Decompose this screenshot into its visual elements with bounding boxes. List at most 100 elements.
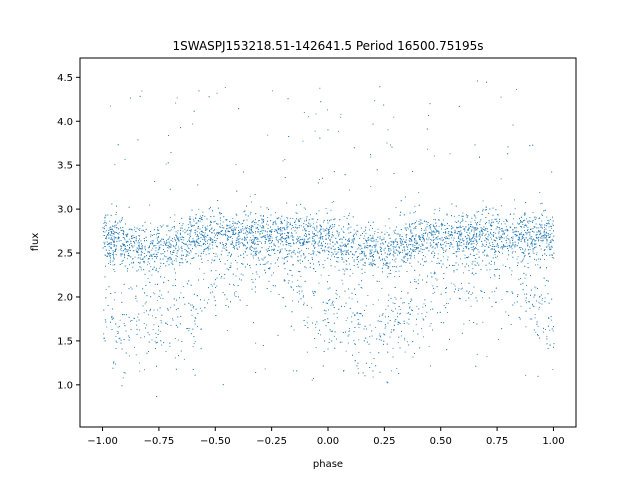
data-point xyxy=(146,324,148,326)
data-point xyxy=(541,299,543,301)
data-point xyxy=(490,277,491,279)
data-point xyxy=(490,225,491,226)
data-point xyxy=(246,239,247,241)
data-point xyxy=(333,219,335,221)
data-point xyxy=(331,234,333,235)
data-point xyxy=(137,316,139,318)
data-point xyxy=(132,234,134,236)
data-point xyxy=(440,243,442,245)
data-point xyxy=(496,245,498,247)
data-point xyxy=(245,229,247,231)
data-point xyxy=(150,236,152,238)
data-point xyxy=(409,226,411,227)
data-point xyxy=(336,294,338,296)
data-point xyxy=(148,334,150,336)
data-point xyxy=(194,374,196,376)
data-point xyxy=(420,236,422,238)
data-point xyxy=(211,262,212,264)
data-point xyxy=(254,254,256,256)
data-point xyxy=(313,378,314,379)
data-point xyxy=(138,262,140,263)
data-point xyxy=(553,343,555,345)
data-point xyxy=(262,229,264,231)
data-point xyxy=(495,240,497,242)
data-point xyxy=(196,295,198,296)
data-point xyxy=(310,225,311,227)
data-point xyxy=(319,229,321,231)
data-point xyxy=(552,369,554,370)
data-point xyxy=(211,285,213,287)
data-point xyxy=(486,81,487,83)
data-point xyxy=(156,234,157,236)
data-point xyxy=(158,247,160,249)
data-point xyxy=(220,219,222,221)
data-point xyxy=(106,222,107,224)
data-point xyxy=(183,243,185,245)
data-point xyxy=(524,240,525,242)
data-point xyxy=(495,218,497,220)
data-point xyxy=(117,144,119,146)
data-point xyxy=(494,269,496,270)
data-point xyxy=(116,245,118,247)
data-point xyxy=(367,247,369,249)
data-point xyxy=(125,240,127,242)
data-point xyxy=(113,257,115,259)
data-point xyxy=(331,340,333,342)
data-point xyxy=(242,227,244,229)
data-point xyxy=(180,234,181,236)
data-point xyxy=(255,237,256,238)
data-point xyxy=(543,229,545,231)
data-point xyxy=(518,279,520,281)
data-point xyxy=(203,272,205,274)
data-point xyxy=(255,238,257,239)
data-point xyxy=(312,232,314,234)
data-point xyxy=(489,233,491,234)
data-point xyxy=(123,231,125,233)
data-point xyxy=(505,236,507,238)
data-point xyxy=(315,254,317,256)
data-point xyxy=(454,231,456,233)
data-point xyxy=(446,303,447,304)
data-point xyxy=(202,211,204,213)
data-point xyxy=(219,213,221,215)
data-point xyxy=(132,250,134,252)
data-point xyxy=(156,309,158,311)
data-point xyxy=(228,231,230,232)
data-point xyxy=(202,219,203,221)
data-point xyxy=(302,229,304,231)
data-point xyxy=(377,266,379,268)
data-point xyxy=(446,243,448,244)
data-point xyxy=(468,320,470,321)
data-point xyxy=(422,244,423,246)
data-point xyxy=(549,248,550,250)
data-point xyxy=(353,261,355,263)
data-point xyxy=(522,238,524,240)
data-point xyxy=(451,234,453,236)
data-point xyxy=(105,321,107,323)
data-point xyxy=(502,252,503,254)
data-point xyxy=(513,302,515,304)
data-point xyxy=(551,239,553,241)
data-point xyxy=(244,251,246,252)
data-point xyxy=(393,330,395,332)
data-point xyxy=(423,336,424,338)
data-point xyxy=(163,281,165,283)
data-point xyxy=(430,272,432,274)
data-point xyxy=(123,372,125,373)
data-point xyxy=(260,206,262,208)
data-point xyxy=(392,347,394,349)
data-point xyxy=(394,232,395,234)
data-point xyxy=(414,353,415,354)
data-point xyxy=(476,353,478,355)
data-point xyxy=(437,230,439,231)
data-point xyxy=(353,229,355,231)
data-point xyxy=(331,303,333,305)
data-point xyxy=(364,310,365,311)
data-point xyxy=(536,217,538,219)
data-point xyxy=(444,237,445,238)
data-point xyxy=(333,249,335,251)
data-point xyxy=(419,235,420,237)
data-point xyxy=(327,247,329,249)
data-point xyxy=(336,230,338,232)
data-point xyxy=(529,220,531,222)
